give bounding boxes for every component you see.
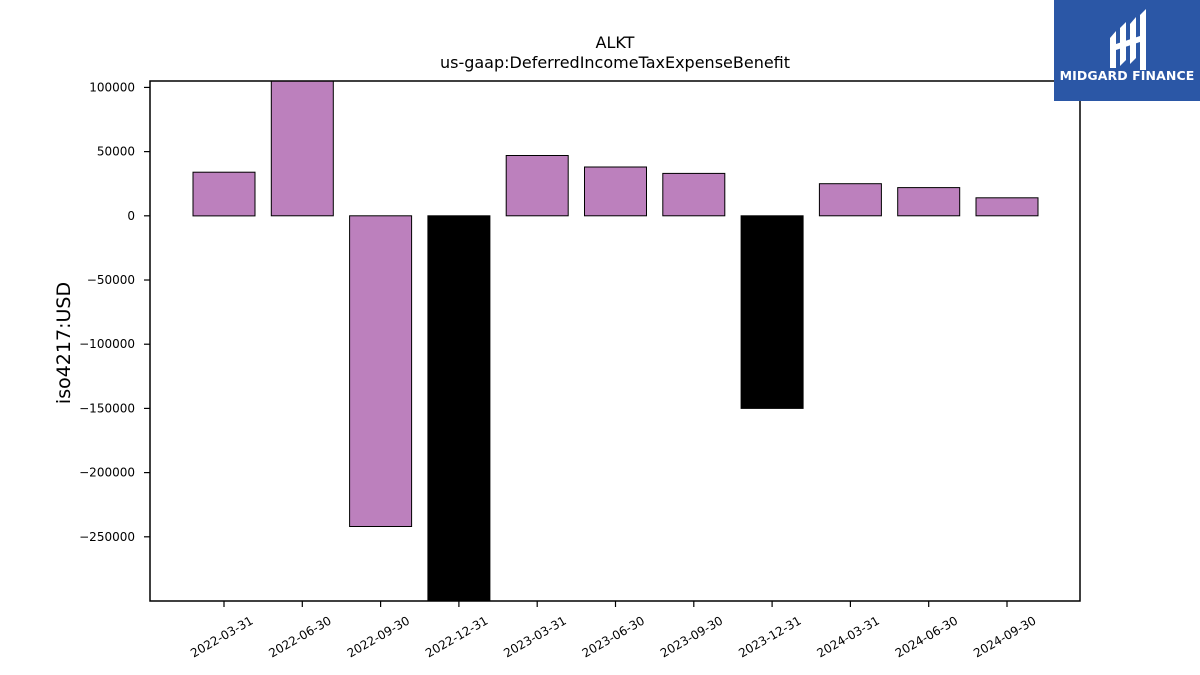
x-tick-label: 2023-12-31 (736, 613, 803, 660)
x-tick-label: 2022-12-31 (423, 613, 490, 660)
bar-2022-12-31 (427, 215, 491, 602)
bar-2023-06-30 (584, 166, 647, 217)
x-tick-label: 2023-06-30 (580, 613, 647, 660)
logo-text: MIDGARD FINANCE (1059, 68, 1195, 83)
chart-subtitle: us-gaap:DeferredIncomeTaxExpenseBenefit (440, 53, 790, 72)
x-tick-label: 2024-09-30 (971, 613, 1038, 660)
bar-2023-09-30 (662, 172, 726, 217)
bar-2022-06-30 (270, 80, 334, 217)
bar-2022-09-30 (349, 215, 413, 528)
y-axis-label: iso4217:USD (53, 282, 75, 404)
bar-2024-03-31 (818, 183, 882, 217)
bar-series (192, 80, 1039, 602)
x-tick-label: 2023-03-31 (501, 613, 568, 660)
y-tick-label: −50000 (87, 273, 135, 287)
bar-2023-12-31 (740, 215, 804, 409)
bar-2023-03-31 (505, 155, 569, 217)
y-tick-label: −100000 (79, 337, 135, 351)
x-tick-label: 2024-03-31 (814, 613, 881, 660)
bar-2022-03-31 (192, 171, 256, 217)
plot-frame (149, 80, 1081, 602)
x-tick-label: 2023-09-30 (658, 613, 725, 660)
bar-2024-06-30 (897, 187, 961, 217)
bar-2024-09-30 (975, 197, 1039, 217)
y-tick-label: −150000 (79, 401, 135, 415)
y-tick-label: 50000 (97, 145, 135, 159)
brand-logo: MIDGARD FINANCE (1054, 0, 1200, 101)
y-tick-label: −200000 (79, 466, 135, 480)
x-tick-label: 2022-09-30 (345, 613, 412, 660)
x-axis-ticks: 2022-03-31 2022-06-30 2022-09-30 2022-12-31… (188, 601, 1039, 660)
y-tick-label: 100000 (89, 80, 135, 94)
y-tick-label: 0 (127, 209, 135, 223)
y-axis-ticks: 100000 50000 0 −50000 −100000 −150000 −200000 −… (79, 80, 150, 544)
midgard-logo-icon (1110, 9, 1146, 70)
x-tick-label: 2022-03-31 (188, 613, 255, 660)
y-tick-label: −250000 (79, 530, 135, 544)
x-tick-label: 2024-06-30 (893, 613, 960, 660)
x-tick-label: 2022-06-30 (266, 613, 333, 660)
chart-title: ALKT (596, 33, 635, 52)
